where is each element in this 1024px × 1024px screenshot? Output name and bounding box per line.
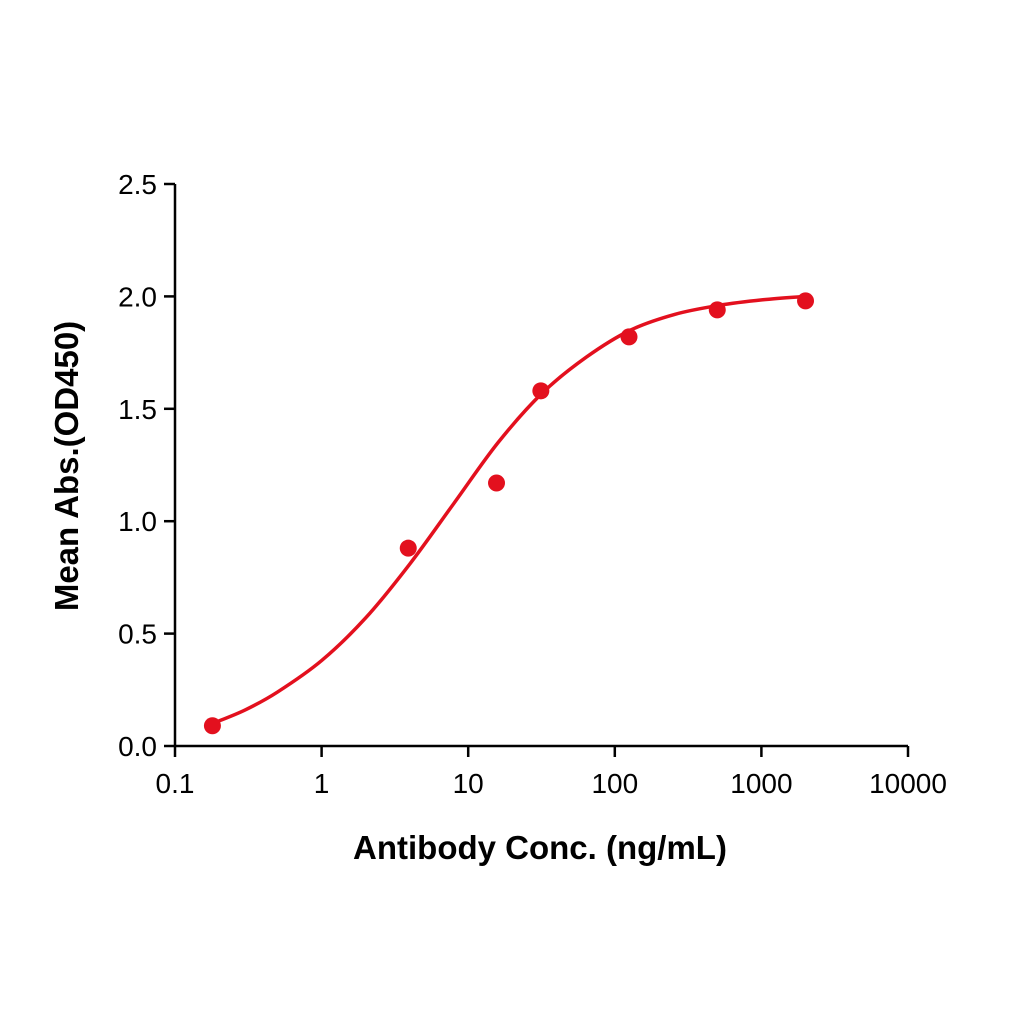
x-tick-label: 0.1: [156, 768, 195, 799]
y-tick-label: 1.5: [118, 394, 157, 425]
fit-curve: [210, 294, 808, 726]
x-tick-label: 1: [314, 768, 330, 799]
x-tick-label: 10: [453, 768, 484, 799]
x-tick-label: 100: [591, 768, 638, 799]
x-tick-label: 1000: [730, 768, 792, 799]
data-point: [620, 328, 638, 346]
data-point: [488, 474, 506, 492]
y-tick-label: 1.0: [118, 506, 157, 537]
data-point: [708, 301, 726, 319]
data-point: [399, 539, 417, 557]
data-point: [797, 292, 815, 310]
x-axis-title: Antibody Conc. (ng/mL): [353, 829, 727, 866]
data-point: [203, 717, 221, 735]
x-tick-label: 10000: [869, 768, 947, 799]
y-tick-label: 2.5: [118, 169, 157, 200]
y-tick-label: 0.0: [118, 731, 157, 762]
axes: 0.0 0.5 1.0 1.5 2.0 2.5 0.1 1 10 100 1000 10000: [118, 169, 947, 799]
y-tick-label: 2.0: [118, 281, 157, 312]
y-tick-label: 0.5: [118, 619, 157, 650]
data-points-layer: [203, 292, 815, 735]
y-axis-title: Mean Abs.(OD450): [48, 321, 85, 611]
data-point: [532, 382, 550, 400]
fit-curve-layer: [210, 294, 808, 726]
